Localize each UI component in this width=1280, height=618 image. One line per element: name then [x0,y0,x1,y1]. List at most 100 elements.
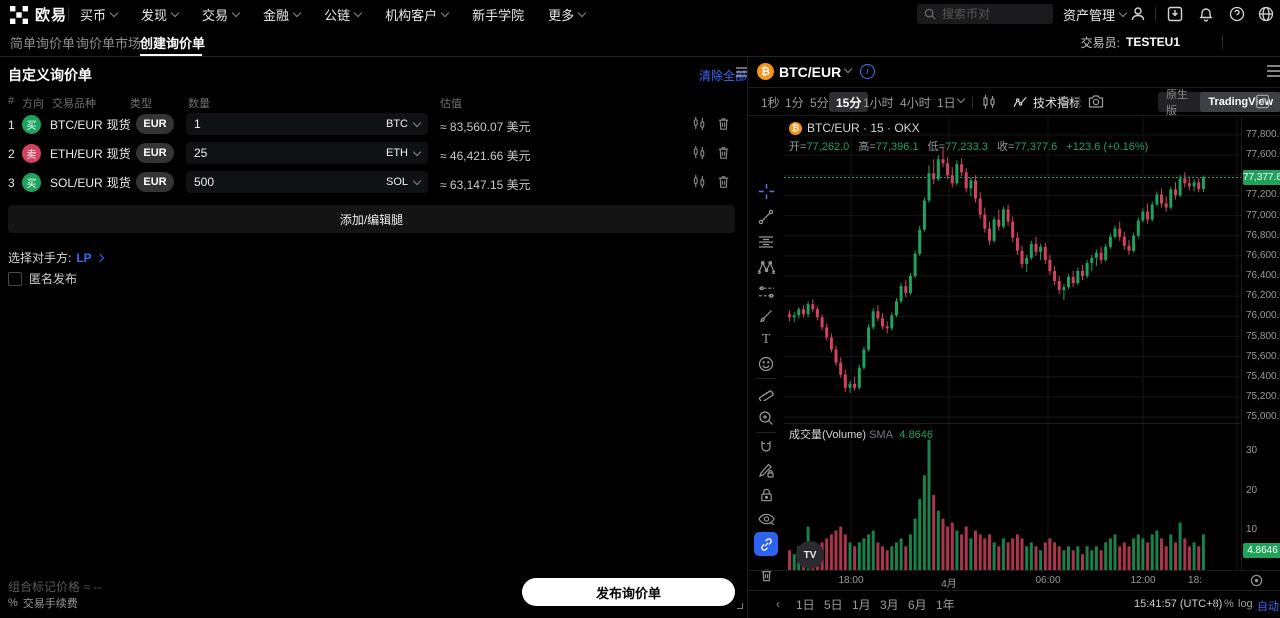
timeframe-1m[interactable]: 1分 [785,95,804,110]
download-app-icon[interactable] [1166,5,1184,23]
currency-pill[interactable]: EUR [136,172,174,192]
brush-tool-icon[interactable] [757,307,775,325]
asset-selector[interactable]: ETH [386,147,422,159]
language-globe-icon[interactable] [1257,5,1275,23]
range-5d[interactable]: 5日 [824,598,843,612]
publish-rfq-button[interactable]: 发布询价单 [522,578,735,606]
nav-item-chain[interactable]: 公链 [324,5,363,24]
fullscreen-expand-icon[interactable] [1255,94,1270,109]
fib-retracement-tool-icon[interactable] [757,233,775,251]
volume-tick: 30 [1246,445,1258,456]
delete-leg-icon[interactable] [716,174,731,189]
snapshot-camera-icon[interactable] [1088,94,1104,108]
timeframe-chevron-down-icon[interactable] [956,94,966,104]
range-1d[interactable]: 1日 [796,598,815,612]
price-tick: 77,200.0 [1246,189,1280,200]
nav-item-more[interactable]: 更多 [548,5,587,24]
asset-selector[interactable]: BTC [386,118,422,130]
pair-selector[interactable]: ETH/EUR 现货 [50,139,146,168]
auto-scale-toggle[interactable]: 自动 [1257,601,1279,613]
leg-index: 1 [8,118,15,132]
timeframe-1h[interactable]: 1小时 [863,95,894,110]
counterparty-link[interactable]: LP [76,250,92,265]
anonymous-checkbox[interactable] [8,271,22,286]
leg-chart-icon[interactable] [692,116,707,131]
time-axis[interactable]: 18:00 4月 06:00 12:00 18: [748,570,1280,590]
nav-item-discover[interactable]: 发现 [141,5,180,24]
price-axis[interactable]: 77,800.0 77,600.0 77,400.0 77,200.0 77,0… [1241,117,1280,570]
zoom-in-tool-icon[interactable] [757,409,775,427]
timezone-clock[interactable]: 15:41:57 (UTC+8) [1134,598,1223,610]
add-edit-legs-button[interactable]: 添加/编辑腿 [8,205,735,233]
timeframe-1d[interactable]: 1日 [937,95,956,110]
nav-item-trade[interactable]: 交易 [202,5,241,24]
xabcd-pattern-tool-icon[interactable] [757,258,775,276]
nav-item-buy-crypto[interactable]: 买币 [80,5,119,24]
help-icon[interactable] [1228,5,1246,23]
notifications-bell-icon[interactable] [1197,5,1215,23]
clear-all-link[interactable]: 清除全部 [699,69,748,83]
last-volume-badge: 4.8646 [1243,543,1280,558]
tab-create-rfq[interactable]: 创建询价单 [140,35,206,51]
crosshair-tool-icon[interactable] [757,182,775,200]
search-box[interactable] [917,4,1053,24]
hide-drawings-eye-icon[interactable] [757,510,775,528]
currency-pill[interactable]: EUR [136,114,174,134]
native-chart-toggle[interactable]: 原生版 [1166,89,1188,117]
nav-item-academy[interactable]: 新手学院 [472,7,525,23]
range-1mo[interactable]: 1月 [852,598,871,612]
chevron-down-icon [412,118,422,127]
candlestick-chart[interactable] [784,117,1241,571]
okx-logo[interactable]: 欧易 [10,4,67,25]
delete-leg-icon[interactable] [716,116,731,131]
quantity-input[interactable] [194,146,386,160]
col-header-pair: 交易品种 [52,98,96,110]
side-buy-badge: 买 [22,115,41,134]
log-scale-toggle[interactable]: log [1238,598,1253,610]
chart-settings-gear-icon[interactable]: ⚙ [1058,93,1071,109]
nav-item-institutional[interactable]: 机构客户 [385,5,450,24]
panel-menu-icon[interactable] [736,67,748,77]
measure-ruler-tool-icon[interactable] [757,384,775,402]
info-icon[interactable]: i [860,64,875,79]
tab-rfq-market[interactable]: 询价单市场 [76,35,142,51]
quantity-input[interactable] [194,175,386,189]
profile-icon[interactable] [1129,5,1147,23]
range-3mo[interactable]: 3月 [880,598,899,612]
sync-link-tool-icon[interactable] [754,532,778,556]
chart-plot-area[interactable]: ₿ BTC/EUR · 15 · OKX 开=77,262.0 高=77,396… [784,117,1241,571]
pair-selector[interactable]: SOL/EUR 现货 [50,168,146,197]
text-tool-icon[interactable]: T [761,332,771,347]
timeframe-15m-active[interactable]: 15分 [829,92,869,112]
trend-line-tool-icon[interactable] [757,208,775,226]
emoji-tool-icon[interactable] [757,355,775,373]
range-6mo[interactable]: 6月 [908,598,927,612]
long-short-position-tool-icon[interactable] [757,283,775,301]
quantity-input[interactable] [194,117,386,131]
drawing-lock-edit-tool-icon[interactable] [757,462,775,480]
nav-item-finance[interactable]: 金融 [263,5,302,24]
magnet-tool-icon[interactable] [757,438,775,456]
percent-scale-toggle[interactable]: % [1224,598,1234,610]
timeframe-5m[interactable]: 5分 [810,95,829,110]
pair-selector[interactable]: BTC/EUR 现货 [50,110,146,139]
lock-all-tool-icon[interactable] [757,486,775,504]
asset-selector[interactable]: SOL [386,176,422,188]
delete-leg-icon[interactable] [716,145,731,160]
range-1y[interactable]: 1年 [936,598,955,612]
asset-management-menu[interactable]: 资产管理 [1063,0,1128,28]
time-axis-settings-icon[interactable] [1250,574,1263,587]
collapse-toolbar-arrow-icon[interactable]: ‹ [776,597,780,611]
candle-style-icon[interactable] [981,94,997,110]
search-input[interactable] [942,7,1042,21]
leg-chart-icon[interactable] [692,145,707,160]
symbol-chevron-down-icon[interactable] [843,64,853,74]
trading-fee-link[interactable]: % 交易手续费 [8,597,78,610]
timeframe-4h[interactable]: 4小时 [900,95,931,110]
leg-chart-icon[interactable] [692,174,707,189]
currency-pill[interactable]: EUR [136,143,174,163]
timeframe-1s[interactable]: 1秒 [761,95,780,110]
chart-menu-icon[interactable] [1267,65,1280,77]
indicators-button[interactable]: 技术指标 [1013,88,1081,116]
tab-simple-rfq[interactable]: 简单询价单 [10,35,76,51]
